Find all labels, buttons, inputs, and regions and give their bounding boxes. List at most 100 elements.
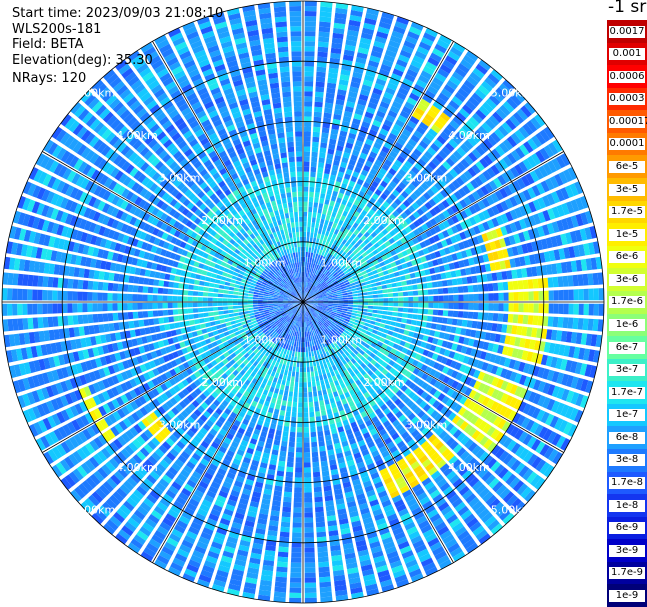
ppi-gate-cell — [307, 381, 312, 388]
ppi-gate-cell — [439, 63, 452, 74]
ppi-gate-cell — [401, 128, 412, 138]
ppi-gate-cell — [323, 112, 332, 119]
ppi-gate-cell — [538, 290, 544, 301]
ppi-gate-cell — [277, 394, 283, 400]
ppi-gate-cell — [421, 136, 432, 146]
ppi-gate-cell — [506, 135, 518, 148]
ppi-gate-cell — [451, 318, 458, 326]
ppi-gate-cell — [583, 348, 591, 361]
ppi-gate-cell — [284, 369, 288, 376]
ppi-gate-cell — [496, 215, 504, 226]
ppi-gate-cell — [441, 199, 450, 209]
ppi-gate-cell — [329, 200, 335, 207]
ppi-gate-cell — [372, 306, 379, 310]
ppi-gate-cell — [290, 426, 296, 433]
ppi-gate-cell — [332, 164, 339, 171]
ppi-gate-cell — [303, 397, 308, 403]
ppi-gate-cell — [291, 547, 302, 553]
ppi-gate-cell — [393, 302, 399, 307]
ppi-gate-cell — [309, 341, 313, 347]
ppi-gate-cell — [513, 292, 519, 301]
ppi-gate-cell — [392, 312, 398, 317]
ppi-gate-cell — [465, 248, 473, 257]
ppi-gate-cell — [307, 341, 310, 347]
ppi-gate-cell — [342, 297, 349, 300]
ppi-gate-cell — [334, 259, 340, 265]
ppi-gate-cell — [332, 294, 338, 298]
ppi-gate-cell — [398, 244, 406, 252]
ppi-gate-cell — [367, 172, 375, 180]
ppi-gate-cell — [300, 327, 302, 332]
ppi-gate-cell — [592, 272, 599, 285]
ppi-gate-cell — [317, 46, 329, 53]
ppi-gate-cell — [326, 291, 332, 295]
ppi-gate-cell — [310, 291, 315, 296]
ppi-gate-cell — [300, 362, 303, 368]
ppi-gate-cell — [347, 277, 354, 282]
ppi-gate-cell — [456, 319, 463, 327]
ppi-gate-cell — [365, 69, 376, 78]
ppi-gate-cell — [304, 492, 312, 498]
ppi-gate-cell — [283, 390, 289, 397]
ppi-gate-cell — [476, 234, 484, 244]
ppi-gate-cell — [340, 257, 346, 263]
ppi-gate-cell — [438, 265, 446, 272]
ppi-gate-cell — [275, 576, 287, 583]
ppi-gate-cell — [303, 372, 307, 378]
ppi-gate-cell — [337, 293, 343, 297]
ppi-gate-cell — [488, 115, 500, 127]
ppi-gate-cell — [397, 307, 404, 312]
ppi-gate-cell — [366, 284, 372, 289]
ppi-gate-cell — [472, 191, 481, 201]
ppi-gate-cell — [290, 577, 302, 583]
ppi-gate-cell — [309, 191, 314, 198]
ppi-gate-cell — [500, 213, 509, 224]
ppi-gate-cell — [529, 339, 536, 350]
ppi-gate-cell — [325, 247, 330, 253]
ppi-gate-cell — [408, 205, 416, 213]
ppi-gate-cell — [413, 83, 425, 93]
ppi-gate-cell — [358, 94, 369, 102]
ppi-gate-cell — [347, 291, 353, 295]
ppi-gate-cell — [368, 324, 375, 329]
ppi-gate-cell — [449, 168, 459, 178]
ppi-gate-cell — [410, 21, 424, 31]
ppi-gate-cell — [282, 506, 291, 513]
ppi-gate-cell — [334, 155, 342, 162]
ppi-gate-cell — [341, 239, 347, 245]
ppi-gate-cell — [303, 362, 306, 368]
ppi-gate-cell — [298, 341, 301, 348]
ppi-gate-cell — [502, 139, 514, 151]
ppi-gate-cell — [383, 119, 393, 128]
ppi-gate-cell — [388, 257, 395, 263]
ppi-gate-cell — [522, 123, 534, 136]
ppi-gate-cell — [521, 268, 528, 278]
ppi-gate-cell — [311, 279, 315, 285]
ppi-gate-cell — [324, 285, 329, 290]
ppi-gate-cell — [367, 271, 374, 277]
ppi-gate-cell — [432, 48, 445, 58]
ppi-gate-cell — [577, 274, 584, 286]
ppi-gate-cell — [318, 395, 324, 401]
ppi-gate-cell — [550, 236, 558, 248]
ppi-gate-cell — [477, 312, 484, 320]
ppi-gate-cell — [315, 222, 320, 229]
ppi-gate-cell — [296, 361, 300, 368]
ppi-gate-cell — [360, 228, 367, 235]
ppi-gate-cell — [304, 537, 315, 543]
ppi-gate-cell — [404, 324, 411, 330]
ppi-gate-cell — [468, 303, 474, 310]
ppi-gate-cell — [317, 304, 323, 307]
ppi-gate-cell — [296, 432, 303, 438]
ppi-gate-cell — [305, 246, 309, 253]
ppi-gate-cell — [404, 187, 413, 195]
ppi-gate-cell — [471, 275, 478, 284]
ppi-gate-cell — [320, 591, 333, 598]
ppi-gate-cell — [502, 248, 509, 258]
ppi-gate-cell — [303, 377, 307, 383]
ppi-gate-cell — [440, 88, 453, 99]
ppi-gate-cell — [555, 189, 565, 202]
ppi-gate-cell — [303, 236, 306, 242]
ppi-gate-cell — [450, 326, 457, 334]
ppi-gate-cell — [512, 112, 525, 124]
